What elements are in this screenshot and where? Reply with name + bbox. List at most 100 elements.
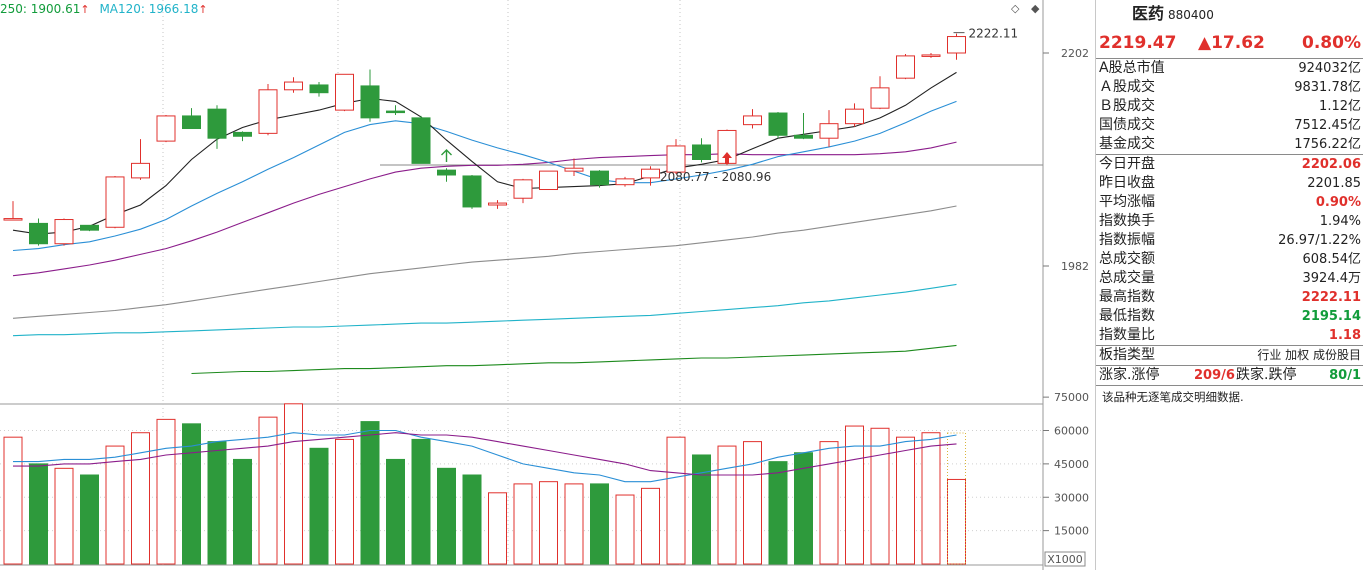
kline-chart[interactable]: 2202 1982 75000 60000 45000 30000 15000 X1000 22… [0,0,1095,570]
index-stat-value: 2202.06 [1301,157,1361,172]
candle [233,131,252,137]
volume-axis-label: 45000 [1054,458,1089,471]
candle [845,108,864,125]
ma20-line [12,141,957,277]
candle [947,36,966,54]
price-axis-label: 2202 [1061,47,1089,60]
down-count-label: 跌家.跌停 [1236,367,1297,383]
volume-bar [54,467,74,565]
index-stat-value: 3924.4万 [1302,271,1362,286]
volume-bar [896,436,915,565]
price-axis-label: 1982 [1061,260,1089,273]
index-stat-value: 608.54亿 [1302,252,1362,267]
tick-data-note: 该品种无逐笔成交明细数据. [1102,390,1244,404]
candle [411,117,431,164]
index-stat-label: 总成交量 [1099,270,1155,286]
quote-panel: 医药 880400 2219.47 ▲17.62 0.80% A股总市值 92403… [1095,0,1363,570]
market-stat-value: 7512.45亿 [1294,118,1361,133]
volume-bar [819,441,839,565]
index-stat-row: 总成交额 608.54亿 [1096,250,1363,269]
candle [54,219,74,245]
ma5-line [12,71,957,235]
candle [590,170,609,186]
unit-box [1044,551,1086,567]
candle [284,81,303,91]
volume_ma10-line [13,432,957,476]
candle [870,87,890,109]
candle [896,55,915,79]
volume-bar [743,441,762,565]
candle [794,134,813,139]
ma250-line [191,344,957,375]
index-stat-label: 最低指数 [1099,308,1155,324]
volume_ma5-line [13,429,957,483]
volume-bar [488,492,507,565]
divider [1096,154,1363,155]
volume-bar [335,438,354,565]
volume-bar [105,445,125,565]
volume-bar [309,447,329,565]
diamond-filled-icon[interactable]: ◆ [1031,2,1040,15]
volume-bar [131,432,150,565]
volume-bar [386,458,405,565]
candle [488,202,507,206]
volume-bar [437,467,456,565]
index-stats: 今日开盘 2202.06 昨日收盘 2201.85 平均涨幅 0.90% 指数换手 1.94%… [1096,155,1363,345]
volume-bar [156,418,176,565]
divider [1096,385,1363,386]
high-label: 2222.11 [969,27,1019,41]
market-stat-label: Ｂ股成交 [1099,98,1155,114]
price-change: ▲17.62 [1198,33,1265,53]
candle [513,179,533,199]
candle [309,84,329,94]
candle [207,108,227,139]
market-stat-value: 9831.78亿 [1294,80,1361,95]
volume-bar [590,483,609,565]
market-stat-row: 基金成交 1756.22亿 [1096,135,1363,154]
index-stat-label: 今日开盘 [1099,156,1155,172]
candle [386,110,405,114]
volume-highlight [947,432,966,565]
ma120-line [12,283,957,337]
index-stat-label: 指数量比 [1099,327,1155,343]
divider [1096,345,1363,346]
percent-change: 0.80% [1302,33,1361,53]
up-count-value: 209/6 [1194,368,1235,383]
volume-bar [615,494,635,565]
market-stat-label: Ａ股成交 [1099,79,1155,95]
ma120-legend: MA120: 1966.18↑ [99,2,208,16]
index-stat-row: 指数振幅 26.97/1.22% [1096,231,1363,250]
volume-bar [233,458,252,565]
diamond-icon[interactable]: ◇ [1011,2,1020,15]
candle [462,175,482,208]
market-stat-label: 基金成交 [1099,136,1155,152]
volume-bar [692,454,711,565]
index-stat-value: 26.97/1.22% [1278,233,1361,248]
market-stat-value: 924032亿 [1298,61,1361,76]
ma10-line [12,100,957,252]
volume-axis-label: 30000 [1054,491,1089,504]
volume-bar [258,416,278,565]
market-stat-value: 1.12亿 [1319,99,1361,114]
volume-bar [462,474,482,565]
volume-unit-label: X1000 [1047,553,1083,566]
market-stat-value: 1756.22亿 [1294,137,1361,152]
candle [539,170,558,191]
volume-bar [641,487,660,565]
candle [105,176,125,228]
volume-bar [284,403,303,565]
index-code: 880400 [1168,8,1214,22]
last-price: 2219.47 [1099,33,1177,53]
index-stat-value: 1.18 [1328,328,1361,343]
candle [641,168,660,179]
chart-area[interactable]: 2202 1982 75000 60000 45000 30000 15000 X1000 22… [0,0,1095,570]
candle [156,115,176,142]
index-title: 医药 880400 [1096,0,1363,28]
up-arrow-icon: ↑ [80,3,90,16]
candle [131,162,150,179]
volume-bar [947,478,966,565]
index-stat-value: 0.90% [1315,195,1361,210]
index-type-value[interactable]: 行业 加权 成份股目 [1257,348,1361,362]
index-stat-value: 1.94% [1319,214,1361,229]
buy-signal-icon [441,149,452,162]
